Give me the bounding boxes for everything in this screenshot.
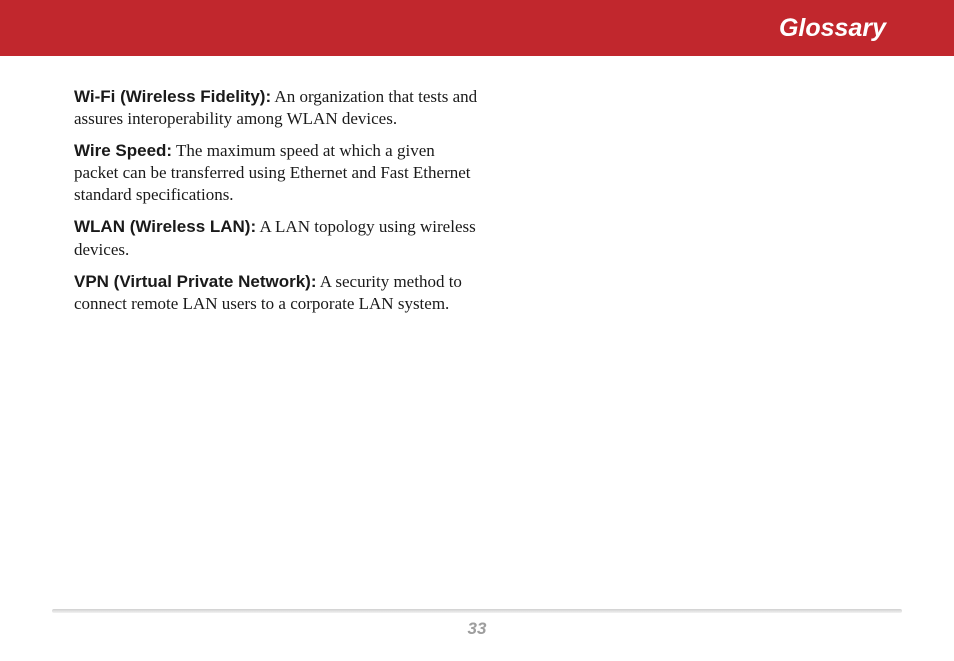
glossary-term: VPN (Virtual Private Network): (74, 272, 316, 291)
glossary-entry: WLAN (Wireless LAN): A LAN topology usin… (74, 216, 480, 260)
glossary-content: Wi-Fi (Wireless Fidelity): An organizati… (0, 56, 480, 315)
header-bar: Glossary (0, 0, 954, 56)
footer-divider (52, 609, 902, 613)
glossary-term: Wire Speed: (74, 141, 172, 160)
glossary-entry: Wire Speed: The maximum speed at which a… (74, 140, 480, 206)
glossary-entry: Wi-Fi (Wireless Fidelity): An organizati… (74, 86, 480, 130)
page-number: 33 (468, 619, 487, 638)
page-title: Glossary (779, 14, 886, 43)
glossary-term: Wi-Fi (Wireless Fidelity): (74, 87, 271, 106)
glossary-entry: VPN (Virtual Private Network): A securit… (74, 271, 480, 315)
footer: 33 (0, 609, 954, 639)
glossary-term: WLAN (Wireless LAN): (74, 217, 256, 236)
